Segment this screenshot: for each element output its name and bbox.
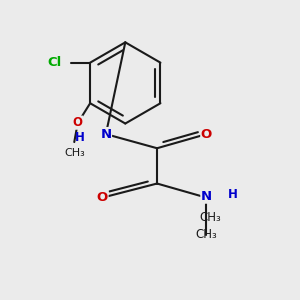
Text: CH₃: CH₃: [196, 228, 217, 241]
Text: N: N: [100, 128, 111, 141]
Text: O: O: [73, 116, 83, 129]
Text: N: N: [201, 190, 212, 203]
Text: H: H: [228, 188, 238, 201]
Text: O: O: [201, 128, 212, 141]
Text: O: O: [97, 191, 108, 204]
Text: H: H: [74, 131, 84, 144]
Text: CH₃: CH₃: [64, 148, 85, 158]
Text: Cl: Cl: [48, 56, 62, 69]
Text: CH₃: CH₃: [199, 211, 221, 224]
